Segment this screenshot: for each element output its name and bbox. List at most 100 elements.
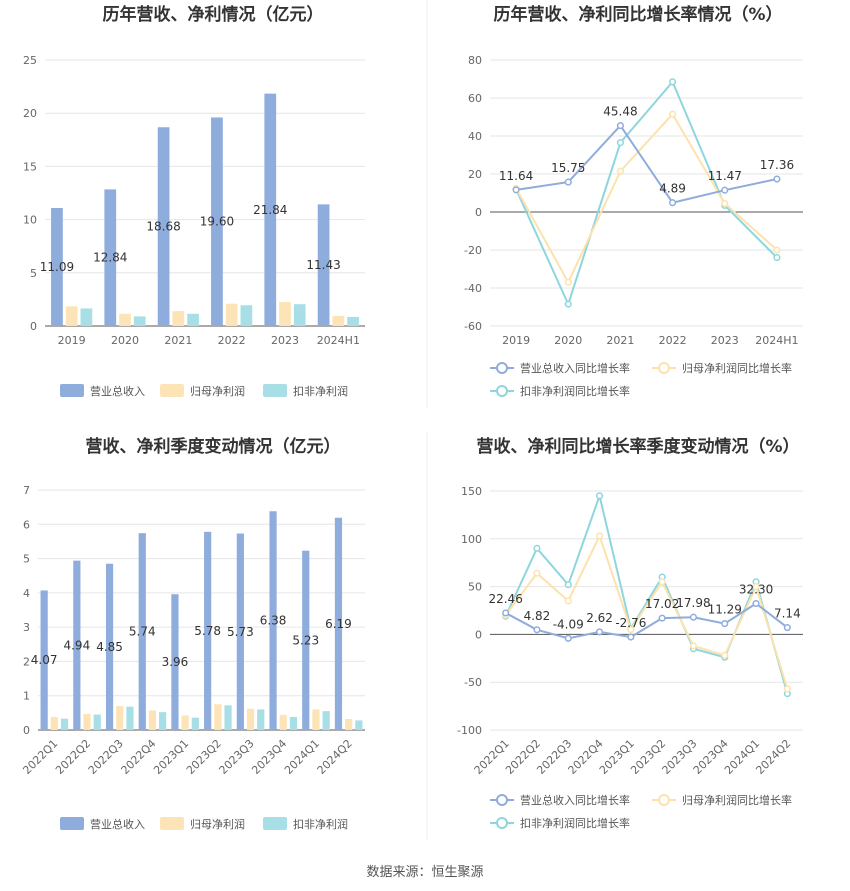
x-tick-label: 2022Q4 [119,737,159,777]
bar-parent-net-profit [148,710,157,730]
legend-label: 归母净利润同比增长率 [682,361,792,375]
y-tick-label: 5 [30,267,37,280]
bar-data-label: 4.94 [63,638,90,652]
y-tick-label: 150 [461,485,482,498]
legend-label: 营业总收入 [90,384,145,398]
chart-title: 历年营收、净利同比增长率情况（%） [493,4,782,25]
legend-label: 扣非净利润 [293,817,348,831]
line-point [752,599,760,608]
bar-deducted-net-profit [224,705,232,730]
bar-parent-net-profit [50,716,58,730]
chart-title: 营收、净利同比增长率季度变动情况（%） [476,436,799,457]
bar-revenue [317,204,330,326]
legend-label: 归母净利润 [190,384,245,398]
line-point [533,544,541,552]
x-tick-label: 2024Q2 [315,737,355,777]
line-point [773,254,781,262]
bar-deducted-net-profit [80,308,93,326]
y-tick-label: 50 [468,581,482,594]
bar-parent-net-profit [83,713,91,730]
x-tick-label: 2024Q1 [282,737,322,777]
line-data-label: 45.48 [603,105,637,119]
chart-title: 历年营收、净利情况（亿元） [103,4,324,25]
bar-deducted-net-profit [257,709,265,730]
x-tick-label: 2019 [58,334,86,347]
bar-deducted-net-profit [289,716,298,730]
legend-label: 营业总收入 [90,817,145,831]
y-tick-label: 4 [23,587,30,600]
bar-revenue [73,560,81,730]
x-tick-label: 2022 [659,334,687,347]
line-data-label: -2.76 [615,616,646,630]
legend-swatch [263,817,287,830]
line-point [689,642,698,650]
line-point [596,628,604,636]
bar-revenue [104,189,117,326]
legend-swatch [263,384,287,397]
line-point [616,167,624,175]
line-point [512,186,520,194]
line-point [773,175,781,183]
line-data-label: 22.46 [488,592,522,606]
bar-revenue [269,511,277,730]
x-tick-label: 2023Q4 [249,737,289,777]
legend-swatch [160,817,184,830]
bar-revenue [211,117,223,327]
bar-revenue [157,127,170,326]
bar-parent-net-profit [246,708,255,730]
line-point [752,583,760,591]
bar-parent-net-profit [172,311,185,326]
x-tick-label: 2023 [711,334,739,347]
bar-parent-net-profit [279,714,287,730]
bar-parent-net-profit [119,313,131,326]
bar-deducted-net-profit [322,711,330,730]
line-point [721,186,729,194]
bar-data-label: 5.74 [129,625,156,639]
y-tick-label: 0 [23,724,30,737]
bar-revenue [138,533,146,730]
y-tick-label: 20 [23,107,37,120]
bar-parent-net-profit [279,302,291,326]
legend-marker [496,362,508,374]
bar-parent-net-profit [116,706,124,730]
bar-revenue [171,594,179,730]
line-revenue-growth [505,602,788,640]
line-deducted-np-growth [515,79,778,307]
chart-title: 营收、净利季度变动情况（亿元） [86,436,341,457]
y-tick-label: 40 [468,130,482,143]
bar-deducted-net-profit [93,714,101,730]
legend-marker [658,362,670,374]
bar-data-label: 12.84 [93,251,127,265]
bar-parent-net-profit [312,709,320,730]
bar-deducted-net-profit [159,712,167,730]
y-tick-label: -50 [464,676,482,689]
legend-label: 扣非净利润 [293,384,348,398]
y-tick-label: 0 [475,206,482,219]
y-tick-label: 25 [23,54,37,67]
line-point [564,278,572,286]
chart-panel-3: 营收、净利季度变动情况（亿元）012345672022Q12022Q22022Q… [20,436,365,831]
bar-deducted-net-profit [191,717,199,730]
legend-swatch [160,384,184,397]
y-tick-label: 2 [23,655,30,668]
line-point [721,199,729,207]
line-point [658,578,666,586]
line-data-label: 7.14 [774,607,801,621]
bar-revenue [204,531,212,730]
line-point [564,581,572,589]
line-point [669,110,677,118]
bar-data-label: 6.38 [260,614,287,628]
x-tick-label: 2022 [218,334,246,347]
x-tick-label: 2022Q3 [86,737,126,777]
bar-parent-net-profit [214,704,222,730]
line-data-label: 17.98 [676,596,710,610]
bar-revenue [51,208,63,326]
legend-marker [496,385,508,397]
x-tick-label: 2019 [502,334,530,347]
bar-deducted-net-profit [187,313,199,326]
chart-panel-4: 营收、净利同比增长率季度变动情况（%）-100-500501001502022Q… [457,436,803,830]
line-point [773,246,781,254]
line-point [616,139,624,147]
bar-deducted-net-profit [133,316,146,326]
